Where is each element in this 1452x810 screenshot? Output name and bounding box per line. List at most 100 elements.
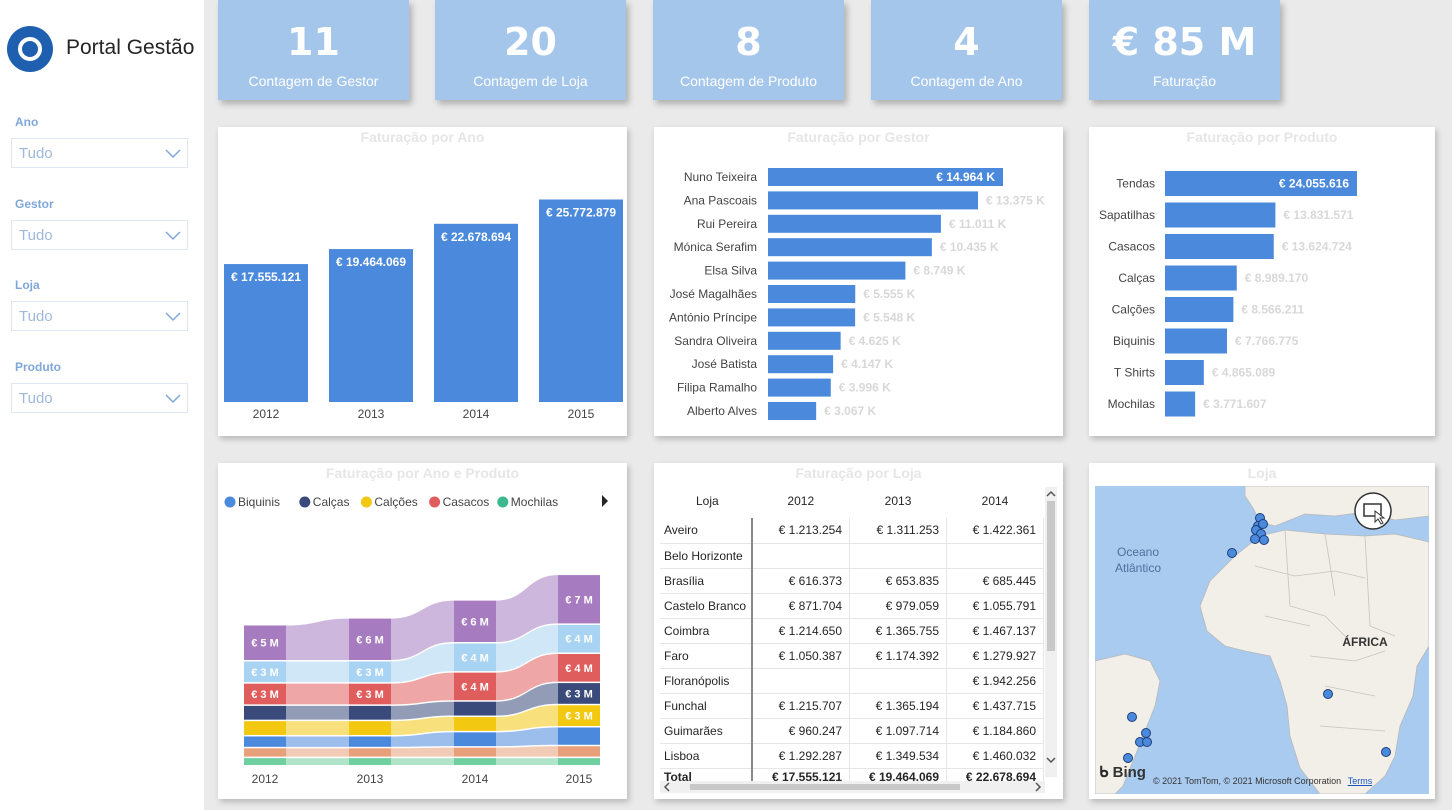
table-row[interactable]: Belo Horizonte <box>660 543 1044 569</box>
bar-Sandra Oliveira[interactable] <box>768 331 841 350</box>
segment-T Shirts-2012[interactable] <box>244 748 286 757</box>
ribbon-Casacos[interactable] <box>391 672 454 705</box>
ribbon-Calças[interactable] <box>286 705 349 720</box>
segment-Biquinis-2013[interactable] <box>349 736 391 747</box>
segment-Casacos-2015[interactable] <box>558 654 600 682</box>
segment-Mochilas-2012[interactable] <box>244 758 286 765</box>
bar-2013[interactable] <box>329 249 413 402</box>
map-markers[interactable] <box>1123 513 1391 763</box>
store-marker[interactable] <box>1142 737 1152 747</box>
bar-Nuno Teixeira[interactable] <box>768 168 1003 186</box>
column-header[interactable]: 2013 <box>884 493 912 508</box>
ribbon-Sapatilhas[interactable] <box>286 661 349 683</box>
kpi-produto[interactable]: 8 Contagem de Produto <box>653 0 844 100</box>
segment-T Shirts-2015[interactable] <box>558 746 600 757</box>
bar-Sapatilhas[interactable] <box>1165 202 1276 228</box>
ribbon-Mochilas[interactable] <box>496 758 558 765</box>
segment-Calças-2015[interactable] <box>558 683 600 704</box>
ribbon-Biquinis[interactable] <box>286 736 349 747</box>
vertical-scrollbar[interactable] <box>1045 487 1057 777</box>
bar-Calças[interactable] <box>1165 265 1237 291</box>
legend-item-Casacos[interactable]: Casacos <box>429 495 489 509</box>
store-marker[interactable] <box>1127 712 1137 722</box>
bar-Mochilas[interactable] <box>1165 391 1196 417</box>
segment-Biquinis-2012[interactable] <box>244 736 286 747</box>
segment-Mochilas-2014[interactable] <box>454 758 496 765</box>
kpi-faturacao[interactable]: € 85 M Faturação <box>1089 0 1280 100</box>
ribbon-Calças[interactable] <box>391 701 454 720</box>
kpi-gestor[interactable]: 11 Contagem de Gestor <box>218 0 409 100</box>
ribbon-T Shirts[interactable] <box>286 748 349 757</box>
bar-2014[interactable] <box>434 223 518 402</box>
ribbon-Sapatilhas[interactable] <box>496 624 558 672</box>
segment-Casacos-2013[interactable] <box>349 683 391 705</box>
map-canvas[interactable]: Oceano Atlântico ÁFRICA <box>1095 486 1429 794</box>
table-row[interactable]: Guimarães € 960.247 € 1.097.714 € 1.184.860 <box>660 718 1044 744</box>
ribbon-Tendas[interactable] <box>496 575 558 643</box>
store-marker[interactable] <box>1258 519 1268 529</box>
bar-Rui Pereira[interactable] <box>768 214 941 233</box>
bar-Alberto Alves[interactable] <box>768 402 817 420</box>
table-row[interactable]: Coimbra € 1.214.650 € 1.365.755 € 1.467.137 <box>660 618 1044 644</box>
table-card-loja[interactable]: Faturação por Loja Loja 2012 2013 2014 A… <box>654 463 1063 799</box>
bar-José Batista[interactable] <box>768 355 834 374</box>
segment-Mochilas-2015[interactable] <box>558 758 600 765</box>
bar-Calções[interactable] <box>1165 297 1234 322</box>
focus-mode-icon[interactable] <box>1353 491 1393 531</box>
chart-card-ribbon[interactable]: Faturação por Ano e Produto Biquinis Calç… <box>218 463 627 799</box>
segment-Mochilas-2013[interactable] <box>349 758 391 765</box>
ribbon-Mochilas[interactable] <box>391 758 454 765</box>
segment-Biquinis-2014[interactable] <box>454 732 496 747</box>
scroll-right-icon[interactable] <box>1033 781 1043 793</box>
table-row[interactable]: Aveiro € 1.213.254 € 1.311.253 € 1.422.361 <box>660 518 1044 544</box>
chart-card-gestor[interactable]: Faturação por Gestor Nuno Teixeira € 14.9… <box>654 127 1063 436</box>
store-marker[interactable] <box>1381 747 1391 757</box>
ribbon-Casacos[interactable] <box>496 654 558 701</box>
bar-Biquinis[interactable] <box>1165 328 1227 354</box>
table-row[interactable]: Castelo Branco € 871.704 € 979.059 € 1.055.… <box>660 593 1044 619</box>
scrollbar-thumb[interactable] <box>1047 501 1055 651</box>
legend-item-Calças[interactable]: Calças <box>299 495 349 509</box>
segment-Sapatilhas-2013[interactable] <box>349 661 391 683</box>
chart-card-produto[interactable]: Faturação por Produto Tendas € 24.055.616… <box>1089 127 1435 436</box>
scroll-up-icon[interactable] <box>1045 489 1057 499</box>
store-marker[interactable] <box>1259 535 1269 545</box>
map-card-loja[interactable]: Loja Oceano Atlântico ÁFRICA <box>1089 463 1435 799</box>
ribbon-Mochilas[interactable] <box>286 758 349 765</box>
horizontal-scrollbar[interactable] <box>660 781 1045 793</box>
segment-Casacos-2012[interactable] <box>244 683 286 705</box>
segment-T Shirts-2013[interactable] <box>349 748 391 757</box>
slicer-gestor[interactable]: Tudo <box>11 220 188 250</box>
segment-Tendas-2015[interactable] <box>558 575 600 624</box>
ribbon-Tendas[interactable] <box>286 618 349 660</box>
kpi-ano[interactable]: 4 Contagem de Ano <box>871 0 1062 100</box>
segment-Calças-2013[interactable] <box>349 705 391 720</box>
scrollbar-thumb[interactable] <box>690 784 960 790</box>
segment-Tendas-2013[interactable] <box>349 618 391 660</box>
scroll-left-icon[interactable] <box>662 781 672 793</box>
segment-Calças-2012[interactable] <box>244 705 286 720</box>
ribbon-T Shirts[interactable] <box>391 747 454 757</box>
segment-Calções-2015[interactable] <box>558 705 600 726</box>
legend-next-icon[interactable] <box>600 494 610 508</box>
slicer-loja[interactable]: Tudo <box>11 301 188 331</box>
legend-item-Mochilas[interactable]: Mochilas <box>497 495 558 509</box>
column-header[interactable]: 2014 <box>981 493 1009 508</box>
chart-card-ano[interactable]: Faturação por Ano € 17.555.121 2012 € 19.4… <box>218 127 627 436</box>
ribbon-Calções[interactable] <box>391 717 454 735</box>
store-marker[interactable] <box>1227 548 1237 558</box>
ribbon-Casacos[interactable] <box>286 683 349 705</box>
scroll-down-icon[interactable] <box>1045 755 1057 765</box>
ribbon-Calções[interactable] <box>286 721 349 735</box>
table-row[interactable]: Brasília € 616.373 € 653.835 € 685.445 <box>660 568 1044 594</box>
segment-Sapatilhas-2015[interactable] <box>558 624 600 653</box>
segment-Tendas-2012[interactable] <box>244 625 286 660</box>
bar-Elsa Silva[interactable] <box>768 261 906 280</box>
column-header[interactable]: 2012 <box>787 493 815 508</box>
segment-Biquinis-2015[interactable] <box>558 727 600 745</box>
bar-2015[interactable] <box>539 199 623 402</box>
segment-Calções-2013[interactable] <box>349 721 391 735</box>
segment-Sapatilhas-2012[interactable] <box>244 661 286 683</box>
slicer-produto[interactable]: Tudo <box>11 383 188 413</box>
store-marker[interactable] <box>1123 753 1133 763</box>
